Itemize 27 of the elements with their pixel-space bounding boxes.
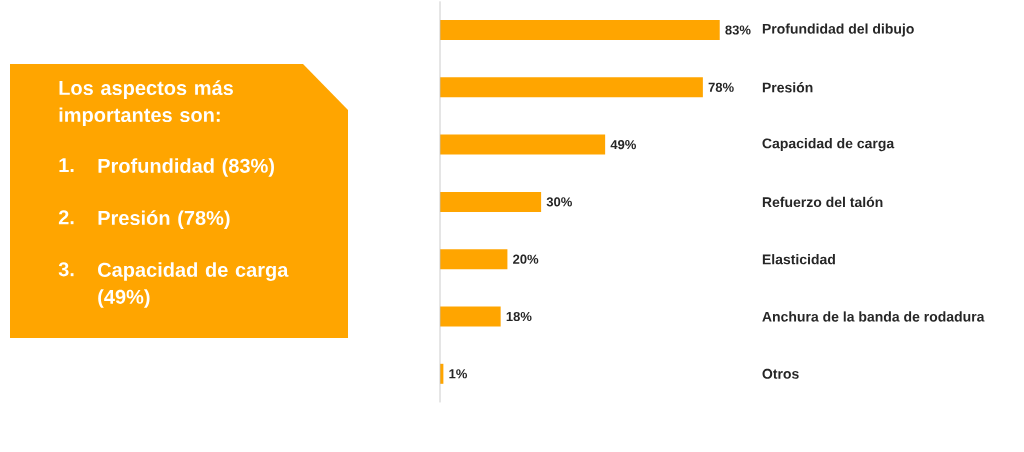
data-label: 1% (449, 369, 468, 379)
text: Presión (78%) (98, 210, 230, 230)
data-label: 18% (506, 311, 532, 322)
bar (440, 249, 508, 270)
y-tick-label: Anchura de la banda de rodadura (762, 311, 985, 322)
y-tick-label: Profundidad del dibujo (762, 23, 914, 37)
data-label: 20% (513, 254, 539, 264)
data-label: 83% (725, 25, 751, 35)
y-tick-label: Capacidad de carga (762, 138, 895, 152)
y-tick-label: Otros (762, 368, 799, 379)
data-label: 78% (708, 82, 734, 92)
data-label: 49% (610, 140, 637, 150)
bar (440, 20, 720, 41)
bar (440, 134, 606, 155)
text: 3. (58, 262, 74, 277)
y-tick-label: Refuerzo del talón (762, 196, 883, 208)
y-tick-label: Presión (762, 82, 813, 93)
text: Profundidad (83%) (98, 158, 274, 177)
bar (440, 306, 501, 327)
text: Los aspectos más importantes son: (59, 80, 233, 127)
data-label: 30% (546, 197, 572, 207)
bar (440, 191, 542, 212)
bar (440, 77, 703, 98)
text: 1. (59, 158, 74, 172)
text: 2. (58, 210, 74, 225)
y-tick-label: Elasticidad (762, 254, 835, 265)
text: Capacidad de carga (49%) (98, 262, 289, 308)
